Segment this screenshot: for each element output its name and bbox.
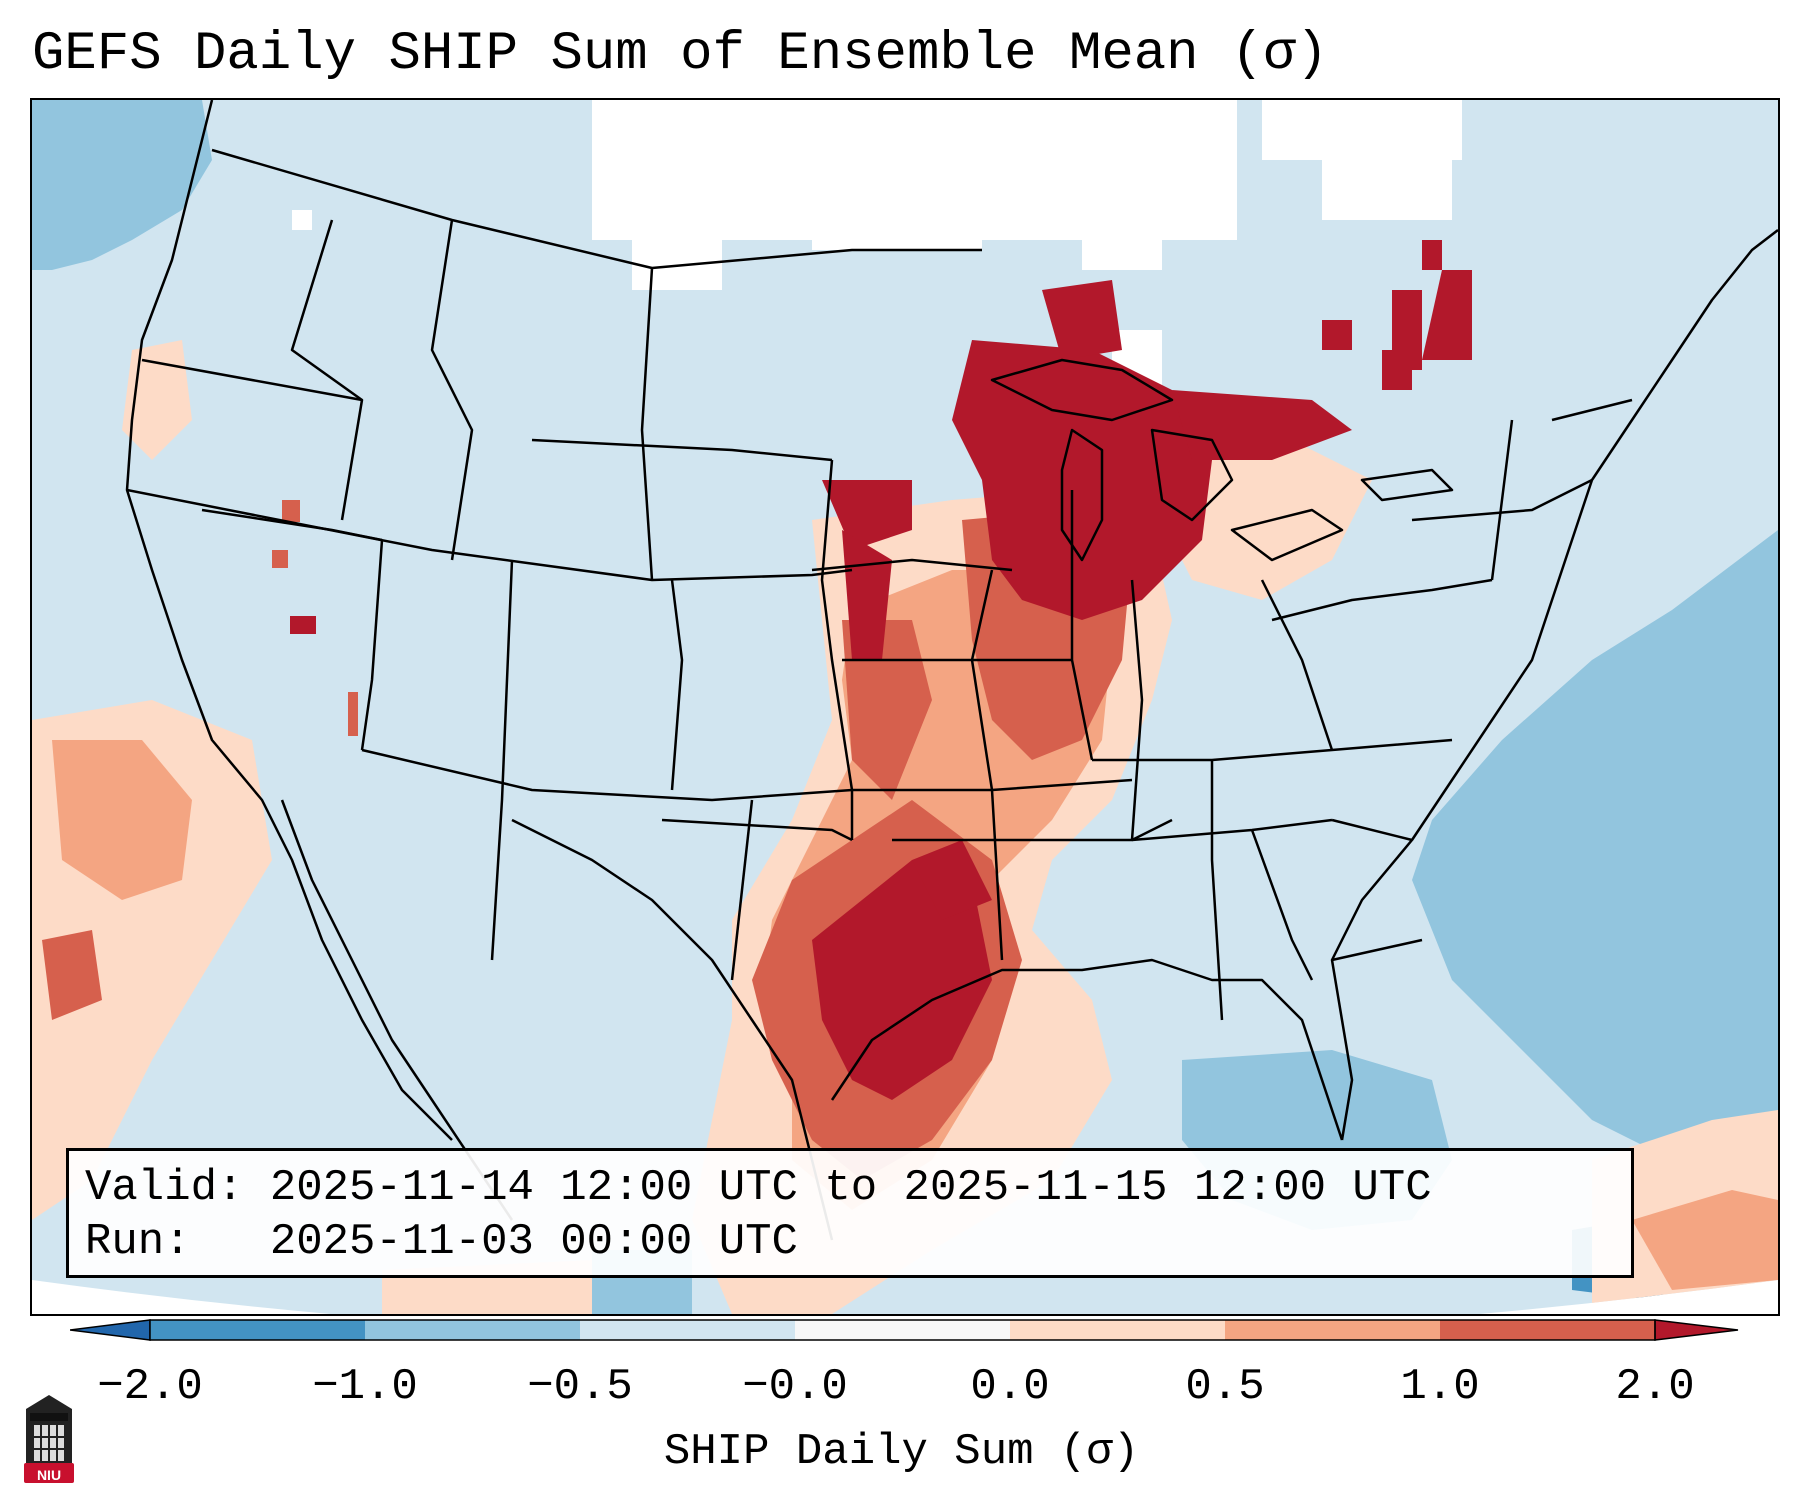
colorbar-tick-3: −0.0 bbox=[742, 1362, 848, 1412]
colorbar-tick-6: 1.0 bbox=[1400, 1362, 1480, 1412]
colorbar-tick-2: −0.5 bbox=[527, 1362, 633, 1412]
colorbar-tick-4: 0.0 bbox=[970, 1362, 1050, 1412]
gulf-coastline bbox=[830, 958, 1344, 1141]
mexico-border bbox=[511, 818, 834, 1241]
colorbar-seg-0 bbox=[150, 1320, 365, 1340]
lake-michigan bbox=[1060, 428, 1104, 562]
west-coastline bbox=[125, 100, 453, 1141]
colorbar-extend-low bbox=[70, 1319, 151, 1341]
colorbar-outline bbox=[149, 1319, 1656, 1341]
colorbar-extend-high bbox=[1654, 1319, 1739, 1341]
colorbar-seg-5 bbox=[1225, 1320, 1440, 1340]
colorbar-seg-4 bbox=[1010, 1320, 1225, 1340]
colorbar-tick-1: −1.0 bbox=[312, 1362, 418, 1412]
colorbar bbox=[70, 1319, 1739, 1341]
lake-ontario bbox=[1360, 468, 1454, 502]
map-title: GEFS Daily SHIP Sum of Ensemble Mean (σ) bbox=[32, 24, 1329, 85]
logo-text: NIU bbox=[36, 1467, 62, 1483]
neutral-patches bbox=[292, 100, 1462, 400]
positive-anomaly-areas bbox=[32, 240, 1778, 1314]
colorbar-tick-5: 0.5 bbox=[1185, 1362, 1265, 1412]
lake-erie bbox=[1230, 508, 1344, 562]
east-coastline bbox=[1330, 229, 1778, 1141]
colorbar-tick-0: −2.0 bbox=[97, 1362, 203, 1412]
map-panel bbox=[30, 98, 1780, 1316]
colorbar-label: SHIP Daily Sum (σ) bbox=[663, 1427, 1140, 1477]
colorbar-seg-3 bbox=[795, 1320, 1010, 1340]
map-canvas bbox=[32, 100, 1778, 1314]
boundaries bbox=[125, 100, 1778, 1241]
colorbar-seg-2 bbox=[580, 1320, 795, 1340]
validity-info-box: Valid: 2025-11-14 12:00 UTC to 2025-11-1… bbox=[66, 1148, 1634, 1278]
colorbar-tick-7: 2.0 bbox=[1615, 1362, 1695, 1412]
run-time-line: Run: 2025-11-03 00:00 UTC bbox=[85, 1217, 798, 1267]
valid-time-line: Valid: 2025-11-14 12:00 UTC to 2025-11-1… bbox=[85, 1163, 1432, 1213]
niu-tower-logo-icon bbox=[24, 1395, 74, 1483]
colorbar-seg-1 bbox=[365, 1320, 580, 1340]
lake-huron bbox=[1150, 428, 1234, 522]
lake-superior bbox=[990, 358, 1174, 422]
colorbar-seg-6 bbox=[1440, 1320, 1655, 1340]
